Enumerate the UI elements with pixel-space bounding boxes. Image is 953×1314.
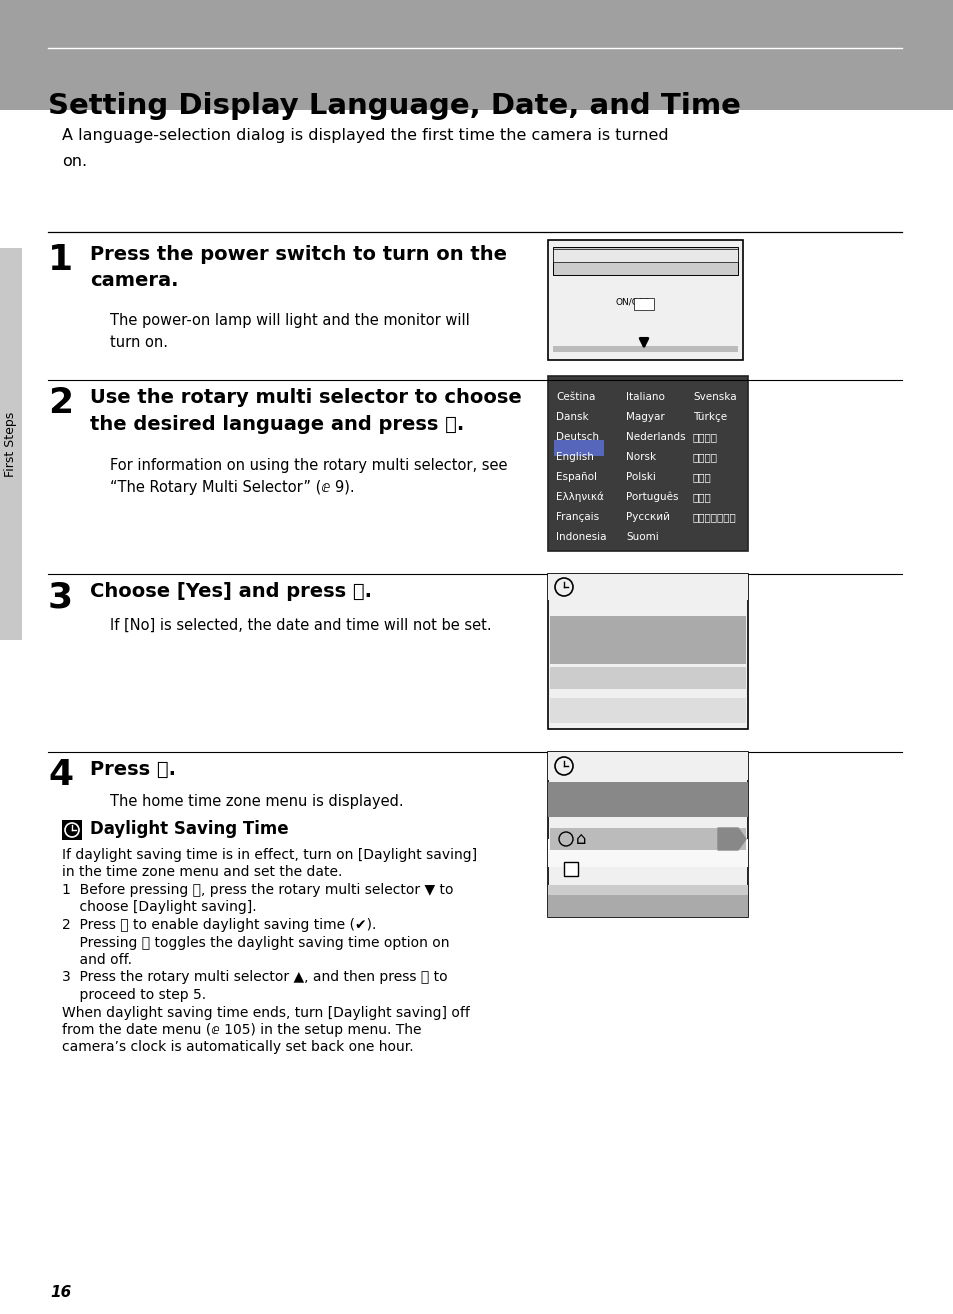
Text: First Steps: First Steps bbox=[5, 411, 17, 477]
Bar bbox=[634, 298, 654, 310]
Text: Magyar: Magyar bbox=[625, 413, 664, 422]
Text: 中文簡體: 中文簡體 bbox=[692, 452, 718, 463]
Bar bbox=[547, 574, 747, 729]
Polygon shape bbox=[718, 828, 745, 850]
Text: Türkçe: Türkçe bbox=[692, 413, 726, 422]
Text: Suomi: Suomi bbox=[625, 532, 659, 541]
Text: Português: Português bbox=[625, 491, 678, 502]
Text: Dansk: Dansk bbox=[556, 413, 588, 422]
Text: Русский: Русский bbox=[625, 512, 669, 522]
Text: For information on using the rotary multi selector, see
“The Rotary Multi Select: For information on using the rotary mult… bbox=[110, 459, 507, 495]
Text: Ceština: Ceština bbox=[556, 392, 595, 402]
Text: 中文简体: 中文简体 bbox=[692, 432, 718, 442]
Text: 3  Press the rotary multi selector ▲, and then press ⒪ to: 3 Press the rotary multi selector ▲, and… bbox=[62, 971, 447, 984]
Text: Polski: Polski bbox=[625, 472, 655, 482]
Text: Italiano: Italiano bbox=[625, 392, 664, 402]
Text: 3: 3 bbox=[48, 579, 73, 614]
Text: Press the power switch to turn on the
camera.: Press the power switch to turn on the ca… bbox=[90, 244, 506, 290]
Text: The home time zone menu is displayed.: The home time zone menu is displayed. bbox=[110, 794, 403, 809]
Bar bbox=[547, 782, 747, 817]
Text: 2  Press ⒪ to enable daylight saving time (✔).: 2 Press ⒪ to enable daylight saving time… bbox=[62, 918, 376, 932]
Text: 한국어: 한국어 bbox=[692, 491, 711, 502]
Text: Norsk: Norsk bbox=[625, 452, 656, 463]
Text: choose [Daylight saving].: choose [Daylight saving]. bbox=[62, 900, 256, 915]
Text: camera’s clock is automatically set back one hour.: camera’s clock is automatically set back… bbox=[62, 1041, 414, 1055]
Bar bbox=[553, 248, 738, 261]
Text: The power-on lamp will light and the monitor will
turn on.: The power-on lamp will light and the mon… bbox=[110, 313, 469, 351]
Bar bbox=[550, 698, 745, 723]
Text: 1  Before pressing ⒪, press the rotary multi selector ▼ to: 1 Before pressing ⒪, press the rotary mu… bbox=[62, 883, 453, 897]
Bar bbox=[553, 247, 738, 275]
Text: Deutsch: Deutsch bbox=[556, 432, 598, 442]
Bar bbox=[547, 240, 742, 360]
Text: 4: 4 bbox=[48, 758, 73, 792]
Bar bbox=[547, 376, 747, 551]
Bar bbox=[547, 886, 747, 895]
Text: If [No] is selected, the date and time will not be set.: If [No] is selected, the date and time w… bbox=[110, 618, 491, 633]
Bar bbox=[547, 574, 747, 600]
Text: 2: 2 bbox=[48, 386, 73, 420]
Text: ⌂: ⌂ bbox=[576, 830, 586, 848]
Bar bbox=[547, 752, 747, 917]
Bar bbox=[547, 895, 747, 917]
Text: and off.: and off. bbox=[62, 953, 132, 967]
Text: A language-selection dialog is displayed the first time the camera is turned
on.: A language-selection dialog is displayed… bbox=[62, 127, 668, 168]
Text: Español: Español bbox=[556, 472, 597, 482]
Text: 1: 1 bbox=[48, 243, 73, 277]
Text: from the date menu (ⅇ 105) in the setup menu. The: from the date menu (ⅇ 105) in the setup … bbox=[62, 1024, 421, 1037]
Text: If daylight saving time is in effect, turn on [Daylight saving]: If daylight saving time is in effect, tu… bbox=[62, 848, 476, 862]
Bar bbox=[547, 752, 747, 781]
Bar bbox=[0, 248, 22, 640]
Text: 日本語: 日本語 bbox=[692, 472, 711, 482]
Text: Setting Display Language, Date, and Time: Setting Display Language, Date, and Time bbox=[48, 92, 740, 120]
Bar bbox=[554, 440, 603, 456]
Bar bbox=[62, 820, 82, 840]
Text: Svenska: Svenska bbox=[692, 392, 736, 402]
Text: 16: 16 bbox=[50, 1285, 71, 1300]
Bar bbox=[553, 346, 738, 352]
Bar bbox=[547, 840, 747, 867]
Text: in the time zone menu and set the date.: in the time zone menu and set the date. bbox=[62, 866, 342, 879]
Text: proceed to step 5.: proceed to step 5. bbox=[62, 988, 206, 1003]
Text: Choose [Yes] and press ⒪.: Choose [Yes] and press ⒪. bbox=[90, 582, 372, 600]
Text: Daylight Saving Time: Daylight Saving Time bbox=[90, 820, 289, 838]
Text: When daylight saving time ends, turn [Daylight saving] off: When daylight saving time ends, turn [Da… bbox=[62, 1005, 470, 1020]
Bar bbox=[550, 828, 745, 850]
Text: Press ⒪.: Press ⒪. bbox=[90, 759, 175, 779]
Bar bbox=[0, 0, 953, 110]
Text: English: English bbox=[556, 452, 594, 463]
Bar bbox=[563, 862, 578, 876]
Text: ภาษาไทย: ภาษาไทย bbox=[692, 512, 736, 522]
Text: ON/OFF: ON/OFF bbox=[616, 297, 649, 306]
Text: Indonesia: Indonesia bbox=[556, 532, 606, 541]
Text: Nederlands: Nederlands bbox=[625, 432, 685, 442]
Bar bbox=[550, 616, 745, 664]
Text: Use the rotary multi selector to choose
the desired language and press ⒪.: Use the rotary multi selector to choose … bbox=[90, 388, 521, 434]
Text: Français: Français bbox=[556, 512, 598, 522]
Text: Ελληνικά: Ελληνικά bbox=[556, 491, 603, 502]
Bar bbox=[550, 668, 745, 689]
Text: Pressing ⒪ toggles the daylight saving time option on: Pressing ⒪ toggles the daylight saving t… bbox=[62, 936, 449, 950]
